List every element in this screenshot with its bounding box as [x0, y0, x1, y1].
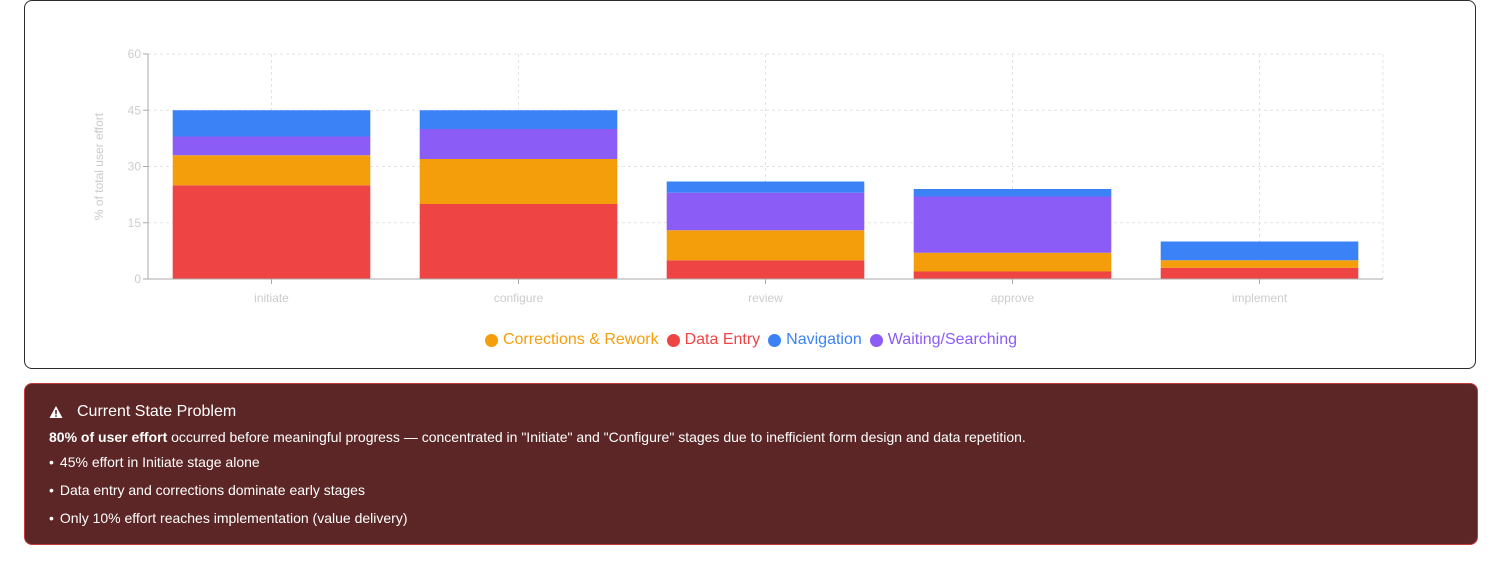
problem-bullet-list: • 45% effort in Initiate stage alone • Dat… [49, 454, 407, 538]
bar-segment-approve-corrections-rework [913, 252, 1112, 272]
x-tick-label: approve [991, 291, 1035, 305]
list-item-text: Only 10% effort reaches implementation (… [59, 510, 408, 526]
bar-segment-configure-data-entry [419, 204, 618, 279]
legend-label: Corrections & Rework [502, 331, 659, 348]
bar-segment-review-navigation [666, 181, 865, 193]
bar-segment-initiate-corrections-rework [172, 155, 371, 186]
y-tick-label: 30 [128, 160, 142, 174]
bar-segment-review-data-entry [666, 260, 865, 279]
chart-legend: Corrections & Rework Data Entry Navigation… [25, 331, 1477, 349]
problem-card: Current State Problem 80% of user effort… [24, 383, 1478, 545]
y-tick-label: 15 [128, 216, 142, 230]
legend-swatch [666, 333, 680, 347]
x-tick-label: implement [1232, 291, 1288, 305]
list-item: • Data entry and corrections dominate ear… [49, 482, 407, 510]
bar-segment-approve-data-entry [913, 271, 1112, 279]
legend-label: Navigation [786, 331, 862, 348]
legend-item[interactable]: Waiting/Searching [869, 331, 1018, 349]
legend-item[interactable]: Corrections & Rework [484, 331, 659, 349]
x-tick-label: initiate [254, 291, 289, 305]
list-item: • 45% effort in Initiate stage alone [49, 454, 407, 482]
bar-segment-initiate-waiting-searching [172, 136, 371, 156]
bullet-icon: • [49, 482, 54, 498]
bullet-icon: • [49, 510, 54, 526]
legend-swatch [484, 333, 498, 347]
problem-title-row: Current State Problem [49, 403, 236, 421]
list-item-text: 45% effort in Initiate stage alone [59, 454, 260, 470]
list-item-text: Data entry and corrections dominate earl… [59, 482, 365, 498]
bar-segment-initiate-data-entry [172, 185, 371, 279]
list-item: • Only 10% effort reaches implementation … [49, 510, 407, 538]
bar-segment-configure-waiting-searching [419, 129, 618, 159]
y-tick-label: 0 [134, 272, 141, 286]
bar-segment-configure-navigation [419, 110, 618, 129]
problem-description: 80% of user effort occurred before meani… [49, 429, 1026, 445]
bar-segment-implement-navigation [1160, 241, 1359, 261]
y-tick-label: 60 [128, 47, 142, 61]
stacked-bar-chart: 0 15 30 45 60 initiate configure review approve i… [92, 47, 1384, 305]
y-tick-label: 45 [128, 103, 142, 117]
bar-segment-configure-corrections-rework [419, 159, 618, 204]
warning-icon [49, 406, 63, 418]
bar-segment-approve-waiting-searching [913, 196, 1112, 253]
problem-title: Current State Problem [77, 403, 237, 420]
legend-label: Data Entry [684, 331, 761, 348]
legend-item[interactable]: Data Entry [666, 331, 761, 349]
bar-segment-implement-corrections-rework [1160, 260, 1359, 268]
bar-segment-review-corrections-rework [666, 230, 865, 261]
x-tick-label: configure [494, 291, 544, 305]
bar-segment-implement-data-entry [1160, 267, 1359, 279]
legend-item[interactable]: Navigation [768, 331, 862, 349]
chart-card: 0 15 30 45 60 initiate configure review approve i… [24, 0, 1476, 369]
bar-segment-initiate-navigation [172, 110, 371, 137]
legend-swatch [869, 333, 883, 347]
problem-description-text: occurred before meaningful progress — co… [167, 429, 1026, 445]
legend-label: Waiting/Searching [887, 331, 1018, 348]
y-axis-label: % of total user effort [92, 112, 106, 220]
problem-description-emphasis: 80% of user effort [49, 429, 168, 445]
legend-swatch [768, 333, 782, 347]
bar-segment-review-waiting-searching [666, 192, 865, 231]
x-tick-label: review [748, 291, 783, 305]
bullet-icon: • [49, 454, 54, 470]
bar-segment-approve-navigation [913, 189, 1112, 197]
